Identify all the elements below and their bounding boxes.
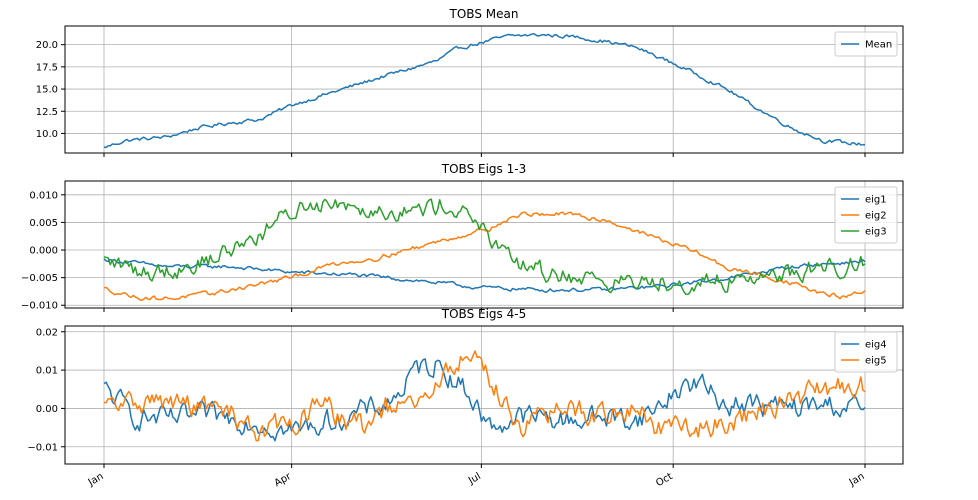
y-tick-label: 0.010 — [29, 190, 58, 201]
x-tick-label: Jan — [847, 471, 867, 489]
series-line-eig3 — [103, 198, 866, 296]
x-tick-label: Jan — [86, 471, 106, 489]
series-line-Mean — [103, 32, 866, 149]
series-line-eig1 — [103, 258, 866, 294]
y-tick-label: 10.0 — [36, 129, 58, 140]
series-line-eig4 — [103, 358, 866, 442]
y-tick-label: 0.005 — [29, 218, 58, 229]
legend: eig1 eig2 eig3 — [834, 186, 898, 244]
chart-title: TOBS Eigs 1-3 — [441, 162, 526, 176]
x-tick-label: Jul — [466, 471, 483, 487]
panel-3: TOBS Eigs 4-5 −0.01 0.00 0.01 0.02 Jan Apr Jul O… — [27, 307, 904, 490]
y-tick-label: 17.5 — [36, 62, 58, 73]
legend-label-eig2: eig2 — [865, 211, 887, 222]
legend-box — [834, 186, 898, 244]
y-tick-label: −0.01 — [27, 442, 58, 453]
y-tick-label: −0.005 — [21, 273, 58, 284]
legend: eig4 eig5 — [834, 331, 898, 373]
y-tick-label: 20.0 — [36, 40, 58, 51]
x-tick-label: Oct — [654, 471, 675, 489]
legend-box — [834, 331, 898, 373]
panel-1: TOBS Mean 10.0 12.5 15.0 17.5 20.0 Mean — [36, 7, 904, 157]
y-tick-label: 15.0 — [36, 85, 58, 96]
legend-box — [834, 31, 898, 57]
y-tick-label: 0.02 — [36, 327, 58, 338]
panel-2: TOBS Eigs 1-3 −0.010 −0.005 0.000 0.005 0.010… — [21, 162, 904, 312]
legend-label-eig5: eig5 — [865, 356, 887, 367]
plot-frame — [64, 180, 904, 309]
x-tick-label: Apr — [273, 471, 294, 490]
legend: Mean — [834, 31, 898, 57]
legend-label-eig1: eig1 — [865, 195, 887, 206]
plot-frame — [64, 325, 904, 465]
series-line-eig2 — [103, 211, 866, 302]
y-tick-label: 12.5 — [36, 107, 58, 118]
chart-title: TOBS Mean — [449, 7, 519, 21]
legend-label-eig4: eig4 — [865, 340, 887, 351]
y-tick-label: 0.01 — [36, 366, 58, 377]
legend-label-Mean: Mean — [865, 40, 892, 51]
chart-title: TOBS Eigs 4-5 — [441, 307, 526, 321]
y-tick-label: −0.010 — [21, 301, 58, 312]
y-tick-label: 0.00 — [36, 404, 58, 415]
legend-label-eig3: eig3 — [865, 227, 887, 238]
series-line-eig5 — [104, 350, 866, 442]
y-tick-label: 0.000 — [29, 246, 58, 257]
